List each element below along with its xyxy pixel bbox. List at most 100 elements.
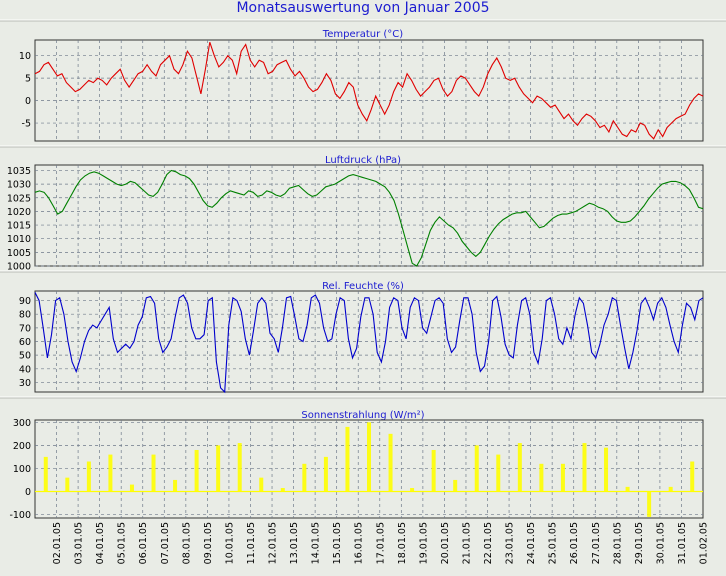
- chart-humid: Rel. Feuchte (%) 30 40 50 60 70 80 90: [0, 270, 726, 394]
- radiation-peak: [410, 488, 415, 492]
- y-tick-label: -100: [9, 510, 31, 521]
- y-tick-label: 200: [13, 441, 31, 452]
- x-tick-label: 10.01.05: [224, 522, 235, 564]
- radiation-peak: [668, 486, 673, 492]
- y-tick-label: 1010: [7, 234, 31, 245]
- radiation-peak: [129, 484, 134, 492]
- y-tick-label: 1025: [7, 193, 31, 204]
- radiation-peak: [302, 463, 307, 492]
- x-tick-label: 09.01.05: [203, 522, 214, 564]
- x-tick-label: 03.01.05: [74, 522, 85, 564]
- radiation-peak: [108, 454, 113, 492]
- x-tick-label: 21.01.05: [462, 522, 473, 564]
- x-tick-label: 24.01.05: [526, 522, 537, 564]
- x-tick-label: 20.01.05: [440, 522, 451, 564]
- x-tick-label: 16.01.05: [354, 522, 365, 564]
- radiation-peak: [259, 477, 264, 492]
- x-tick-label: 08.01.05: [181, 522, 192, 564]
- x-axis-labels: 02.01.05 03.01.05 04.01.05 05.01.05 06.01.05…: [52, 522, 710, 564]
- plot-frame: [34, 290, 704, 393]
- chart-title: Sonnenstrahlung (W/m²): [301, 410, 424, 421]
- x-tick-label: 15.01.05: [332, 522, 343, 564]
- x-tick-label: 23.01.05: [505, 522, 516, 564]
- y-tick-label: 1035: [7, 166, 31, 177]
- radiation-peak: [216, 445, 221, 492]
- x-tick-label: 30.01.05: [655, 522, 666, 564]
- radiation-peak: [496, 454, 501, 492]
- chart-title: Rel. Feuchte (%): [322, 281, 404, 292]
- x-tick-label: 14.01.05: [311, 522, 322, 564]
- radiation-peak: [367, 422, 371, 492]
- radiation-peak: [539, 463, 544, 492]
- x-tick-label: 22.01.05: [483, 522, 494, 564]
- radiation-peak: [474, 445, 479, 492]
- y-tick-label: 1005: [7, 248, 31, 259]
- radiation-peak: [604, 447, 609, 492]
- series-line: [34, 42, 704, 140]
- radiation-peak: [43, 456, 48, 492]
- radiation-peak: [86, 461, 91, 492]
- y-tick-label: 300: [13, 418, 31, 429]
- x-tick-label: 07.01.05: [160, 522, 171, 564]
- x-tick-label: 06.01.05: [138, 522, 149, 564]
- x-tick-label: 29.01.05: [634, 522, 645, 564]
- y-tick-label: 100: [13, 464, 31, 475]
- radiation-peak: [173, 479, 178, 492]
- radiation-peak: [194, 449, 199, 492]
- x-tick-label: 28.01.05: [612, 522, 623, 564]
- y-tick-label: 10: [19, 51, 31, 62]
- x-tick-label: 18.01.05: [397, 522, 408, 564]
- x-tick-label: 19.01.05: [418, 522, 429, 564]
- series-line: [34, 292, 704, 394]
- plot-frame: [34, 419, 704, 519]
- radiation-peak: [345, 426, 350, 492]
- radiation-peak: [690, 461, 695, 492]
- y-tick-label: 50: [19, 351, 31, 362]
- series-line: [34, 169, 704, 267]
- y-tick-label: 1015: [7, 221, 31, 232]
- y-tick-label: 1020: [7, 207, 31, 218]
- radiation-peak: [647, 491, 652, 517]
- x-tick-label: 05.01.05: [117, 522, 128, 564]
- plot-frame: [34, 164, 704, 267]
- radiation-peak: [280, 488, 285, 492]
- plot-frame: [34, 39, 704, 142]
- radiation-peak: [582, 443, 587, 492]
- page-title: Monatsauswertung von Januar 2005: [236, 0, 490, 16]
- y-tick-label: 80: [19, 310, 31, 321]
- x-tick-label: 27.01.05: [591, 522, 602, 564]
- x-tick-label: 02.01.05: [52, 522, 63, 564]
- y-tick-label: 40: [19, 364, 31, 375]
- x-tick-label: 13.01.05: [289, 522, 300, 564]
- x-tick-label: 11.01.05: [246, 522, 257, 564]
- radiation-peak: [431, 449, 436, 492]
- y-tick-label: 90: [19, 296, 31, 307]
- y-tick-label: 70: [19, 323, 31, 334]
- x-tick-label: 04.01.05: [95, 522, 106, 564]
- radiation-peak: [560, 463, 565, 492]
- y-tick-label: 0: [25, 487, 31, 498]
- chart-title: Temperatur (°C): [322, 29, 403, 40]
- y-tick-label: 30: [19, 378, 31, 389]
- chart-rad: Sonnenstrahlung (W/m²) -100 0 100 200 300: [0, 396, 726, 521]
- y-tick-label: 5: [25, 74, 31, 85]
- x-tick-label: 25.01.05: [548, 522, 559, 564]
- chart-temp: Temperatur (°C) -5 0 5 10: [0, 19, 726, 142]
- radiation-peak: [237, 443, 242, 492]
- radiation-peak: [625, 486, 630, 492]
- x-tick-label: 26.01.05: [569, 522, 580, 564]
- radiation-peak: [323, 456, 328, 492]
- radiation-peak: [453, 479, 458, 492]
- y-tick-label: 1000: [7, 262, 31, 273]
- x-tick-label: 01.02.05: [699, 522, 710, 564]
- chart-title: Luftdruck (hPa): [325, 155, 401, 166]
- radiation-peak: [151, 454, 156, 492]
- y-tick-label: -5: [22, 119, 31, 130]
- x-tick-label: 31.01.05: [677, 522, 688, 564]
- radiation-peak: [65, 477, 70, 492]
- radiation-peak: [517, 443, 522, 492]
- y-tick-label: 60: [19, 337, 31, 348]
- y-tick-label: 0: [25, 96, 31, 107]
